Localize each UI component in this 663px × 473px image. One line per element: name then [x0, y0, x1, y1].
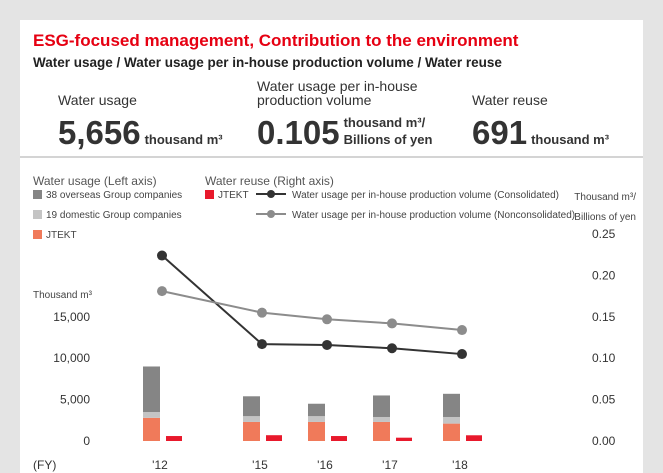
legend-marker — [267, 190, 275, 198]
x-tick-label: '16 — [317, 458, 333, 472]
legend-group: Water usage (Left axis) — [33, 174, 157, 188]
metric-unit: thousand m³ — [145, 132, 224, 147]
metric-label: Water usage per in-house — [257, 78, 418, 94]
line-marker — [322, 314, 332, 325]
y2-tick-label: 0.05 — [592, 393, 616, 407]
line-marker — [322, 339, 332, 350]
metric-value: 5,656 — [58, 114, 141, 151]
legend-label: 19 domestic Group companies — [46, 210, 182, 221]
y2-axis-label: Thousand m³/ — [574, 192, 636, 203]
y-tick-label: 15,000 — [53, 310, 90, 324]
bar-segment — [308, 403, 325, 417]
bar-segment — [243, 416, 260, 422]
y-tick-label: 10,000 — [53, 351, 90, 365]
line-marker — [157, 250, 167, 261]
bar-segment — [143, 412, 160, 418]
metric-label: production volume — [257, 92, 372, 108]
legend-label: Water usage per in-house production volu… — [292, 210, 575, 221]
y2-tick-label: 0.10 — [592, 351, 616, 365]
bar-segment — [308, 421, 325, 441]
x-tick-label: '15 — [252, 458, 268, 472]
bar-segment — [443, 393, 460, 417]
bar-segment — [443, 416, 460, 424]
legend-swatch — [205, 190, 214, 199]
y-tick-label: 5,000 — [60, 393, 90, 407]
line-marker — [457, 349, 467, 360]
metric-label: Water usage — [58, 92, 137, 108]
y2-tick-label: 0.25 — [592, 227, 616, 241]
subtitle: Water usage / Water usage per in-house p… — [33, 55, 502, 70]
legend-label: JTEKT — [46, 230, 77, 241]
bar-segment — [373, 416, 390, 422]
bar-segment — [373, 395, 390, 417]
title: ESG-focused management, Contribution to … — [33, 31, 519, 50]
legend-label: JTEKT — [218, 190, 249, 201]
y2-tick-label: 0.15 — [592, 310, 616, 324]
metric-unit: thousand m³/ — [344, 115, 426, 130]
bar-segment — [143, 366, 160, 413]
x-tick-label: '12 — [152, 458, 168, 472]
bar-segment — [243, 421, 260, 441]
x-tick-label: '18 — [452, 458, 468, 472]
card — [20, 20, 643, 473]
legend-group: Water reuse (Right axis) — [205, 174, 334, 188]
bar — [396, 437, 412, 441]
y-tick-label: 0 — [83, 434, 90, 448]
bar-segment — [143, 417, 160, 441]
bar-segment — [373, 421, 390, 441]
y-axis-label: Thousand m³ — [33, 290, 93, 301]
line-marker — [157, 286, 167, 297]
bar — [466, 435, 482, 441]
bar-segment — [443, 423, 460, 441]
metric-value: 0.105 — [257, 114, 340, 151]
metric-unit: thousand m³ — [531, 132, 610, 147]
legend-swatch — [33, 190, 42, 199]
bar-segment — [308, 416, 325, 422]
line-marker — [387, 318, 397, 329]
metric-unit: Billions of yen — [344, 132, 433, 147]
bar — [331, 436, 347, 441]
y2-tick-label: 0.20 — [592, 268, 616, 282]
line-marker — [457, 325, 467, 336]
legend-swatch — [33, 210, 42, 219]
metric-label: Water reuse — [472, 92, 548, 108]
y2-axis-label: Billions of yen — [574, 212, 636, 223]
line-marker — [257, 339, 267, 350]
x-axis-label: (FY) — [33, 458, 56, 472]
legend-swatch — [33, 230, 42, 239]
bar — [166, 436, 182, 441]
y2-tick-label: 0.00 — [592, 434, 616, 448]
x-tick-label: '17 — [382, 458, 398, 472]
legend-label: Water usage per in-house production volu… — [292, 190, 559, 201]
line-marker — [257, 307, 267, 318]
legend-label: 38 overseas Group companies — [46, 190, 182, 201]
legend-marker — [267, 210, 275, 218]
bar — [266, 435, 282, 441]
metric-value: 691 — [472, 114, 527, 151]
line-marker — [387, 343, 397, 354]
bar-segment — [243, 396, 260, 417]
